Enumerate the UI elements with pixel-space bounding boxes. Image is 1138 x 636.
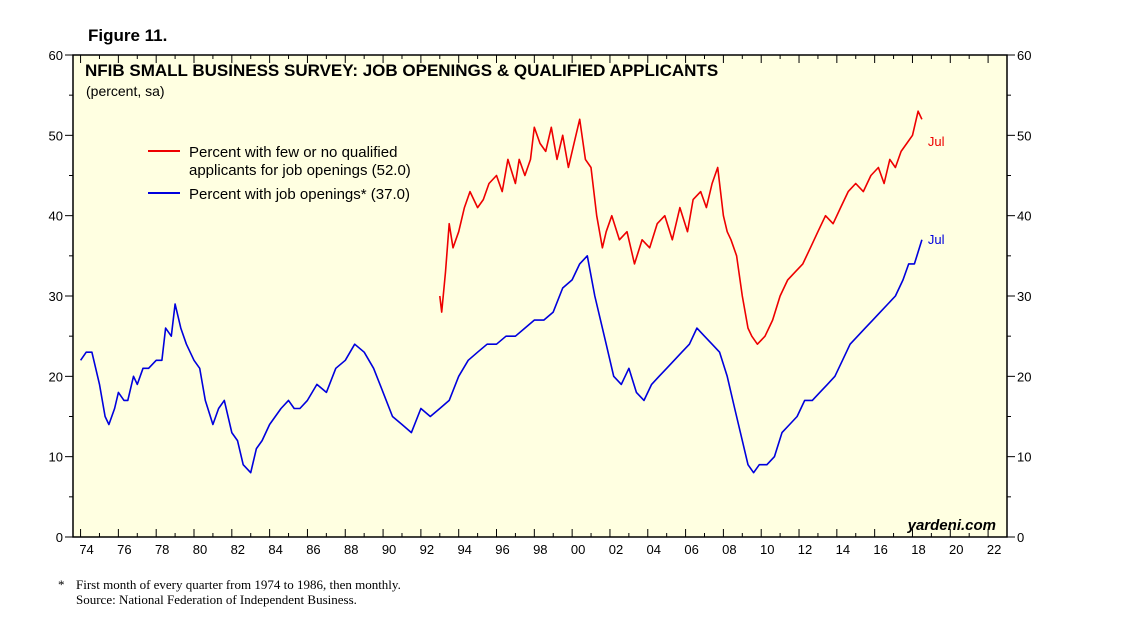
legend: Percent with few or no qualified applica… bbox=[148, 144, 411, 203]
x-tick-label: 90 bbox=[382, 542, 396, 557]
y-tick-label-right: 30 bbox=[1017, 289, 1031, 304]
x-tick-label: 16 bbox=[873, 542, 887, 557]
x-tick-label: 96 bbox=[495, 542, 509, 557]
legend-label-blue: Percent with job openings* (37.0) bbox=[189, 186, 410, 203]
legend-label-red-line1: Percent with few or no qualified bbox=[189, 144, 397, 161]
x-tick-label: 74 bbox=[79, 542, 93, 557]
x-tick-label: 06 bbox=[684, 542, 698, 557]
x-tick-label: 02 bbox=[609, 542, 623, 557]
footnote-text-2: Source: National Federation of Independe… bbox=[76, 592, 357, 607]
y-tick-label-right: 40 bbox=[1017, 209, 1031, 224]
chart-subtitle: (percent, sa) bbox=[86, 83, 165, 99]
x-tick-label: 76 bbox=[117, 542, 131, 557]
series-line-job-openings bbox=[79, 239, 923, 474]
x-tick-label: 78 bbox=[155, 542, 169, 557]
footnote-line-2: Source: National Federation of Independe… bbox=[58, 592, 401, 607]
footnote-text-1: First month of every quarter from 1974 t… bbox=[76, 577, 401, 592]
series-end-label-blue: Jul bbox=[928, 232, 945, 247]
x-tick-label: 20 bbox=[949, 542, 963, 557]
x-tick-label: 04 bbox=[647, 542, 661, 557]
y-tick-label-left: 20 bbox=[49, 369, 63, 384]
y-tick-label-right: 20 bbox=[1017, 369, 1031, 384]
footnote-line-1: * First month of every quarter from 1974 … bbox=[58, 577, 401, 592]
x-tick-label: 94 bbox=[457, 542, 471, 557]
plot-frame bbox=[72, 54, 1008, 538]
x-tick-label: 08 bbox=[722, 542, 736, 557]
chart-title: NFIB SMALL BUSINESS SURVEY: JOB OPENINGS… bbox=[85, 61, 718, 80]
x-tick-label: 92 bbox=[420, 542, 434, 557]
figure-label: Figure 11. bbox=[88, 26, 168, 45]
x-tick-label: 98 bbox=[533, 542, 547, 557]
y-tick-label-left: 60 bbox=[49, 48, 63, 63]
x-tick-label: 10 bbox=[760, 542, 774, 557]
watermark: yardeni.com bbox=[907, 517, 996, 534]
x-tick-label: 18 bbox=[911, 542, 925, 557]
y-axis-labels-right: 0 10 20 30 40 50 60 bbox=[1017, 48, 1031, 545]
x-axis-labels: 74 76 78 80 82 84 86 88 90 92 94 96 98 00 02 04 06 08 10 12… bbox=[79, 542, 1001, 557]
y-tick-label-left: 30 bbox=[49, 289, 63, 304]
x-tick-label: 84 bbox=[268, 542, 282, 557]
series-end-label-red: Jul bbox=[928, 134, 945, 149]
plot-background bbox=[73, 55, 1007, 537]
y-tick-label-left: 50 bbox=[49, 128, 63, 143]
y-tick-label-left: 10 bbox=[49, 450, 63, 465]
series-layer: Jul Jul bbox=[79, 110, 945, 474]
legend-label-red-line2: applicants for job openings (52.0) bbox=[189, 162, 411, 179]
x-tick-label: 00 bbox=[571, 542, 585, 557]
y-tick-label-right: 50 bbox=[1017, 128, 1031, 143]
y-tick-label-right: 10 bbox=[1017, 450, 1031, 465]
x-tick-label: 80 bbox=[193, 542, 207, 557]
series-line-qualified-applicants bbox=[439, 110, 923, 345]
y-tick-label-left: 40 bbox=[49, 209, 63, 224]
x-tick-label: 86 bbox=[306, 542, 320, 557]
y-tick-label-right: 0 bbox=[1017, 530, 1024, 545]
x-tick-label: 12 bbox=[798, 542, 812, 557]
y-axis-labels-left: 0 10 20 30 40 50 60 bbox=[49, 48, 63, 545]
footnote: * First month of every quarter from 1974 … bbox=[58, 577, 401, 607]
x-tick-label: 88 bbox=[344, 542, 358, 557]
x-tick-label: 22 bbox=[987, 542, 1001, 557]
x-tick-label: 82 bbox=[231, 542, 245, 557]
y-tick-label-left: 0 bbox=[56, 530, 63, 545]
y-tick-label-right: 60 bbox=[1017, 48, 1031, 63]
footnote-marker: * bbox=[58, 577, 65, 592]
x-tick-label: 14 bbox=[836, 542, 850, 557]
